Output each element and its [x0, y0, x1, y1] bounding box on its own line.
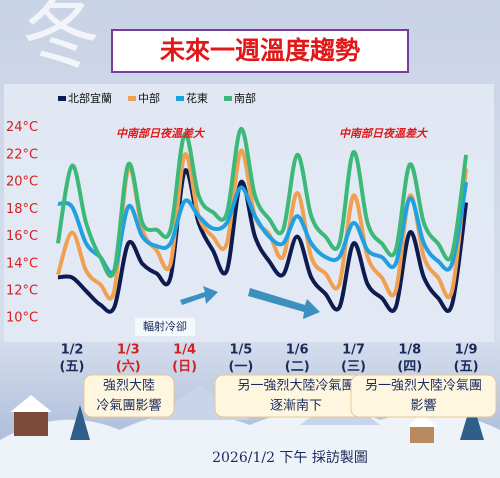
legend-label: 南部: [234, 91, 256, 105]
x-tick-label: 1/6: [286, 343, 309, 358]
weekday-label: (日): [172, 360, 197, 375]
note-text: 逐漸南下: [270, 398, 322, 414]
weekday-label: (一): [228, 360, 253, 375]
x-tick-label: 1/9: [455, 343, 478, 358]
chart-title: 未來一週溫度趨勢: [160, 36, 360, 65]
legend-swatch: [58, 96, 66, 101]
note-text: 強烈大陸: [103, 378, 155, 394]
series-line: [55, 127, 469, 279]
annotation-box: [135, 318, 195, 336]
y-tick-label: 16°C: [6, 229, 38, 244]
note-box: [83, 374, 175, 418]
x-tick-label: 1/7: [342, 343, 365, 358]
y-tick-label: 14°C: [6, 256, 38, 271]
arrow: [180, 286, 218, 305]
note-text: 影響: [410, 398, 436, 414]
weekday-label: (二): [285, 360, 310, 375]
x-tick-label: 1/3: [117, 343, 140, 358]
weekday-label: (五): [454, 360, 479, 375]
y-tick-label: 10°C: [6, 311, 38, 326]
annotation: 中南部日夜溫差大: [339, 127, 429, 140]
house: [14, 410, 48, 436]
house-roof: [10, 395, 52, 412]
y-tick-label: 22°C: [6, 147, 38, 162]
footer: 2026/1/2 下午 採訪製圖: [212, 450, 368, 466]
watermark: 冬: [22, 0, 100, 80]
house: [410, 425, 434, 443]
legend-label: 中部: [138, 91, 160, 105]
y-tick-label: 12°C: [6, 284, 38, 299]
x-tick-label: 1/8: [398, 343, 421, 358]
weekday-label: (六): [116, 359, 141, 375]
annotation: 中南部日夜溫差大: [116, 127, 206, 140]
snow-hills: [0, 408, 500, 478]
annotation: 輻射冷卻: [143, 319, 187, 333]
series-line: [57, 168, 469, 314]
x-tick-label: 1/4: [173, 343, 196, 358]
arrow: [248, 288, 320, 319]
legend-swatch: [224, 96, 232, 101]
weekday-label: (三): [341, 360, 366, 375]
legend-swatch: [176, 96, 184, 101]
x-tick-label: 1/2: [61, 343, 84, 358]
weekday-label: (五): [60, 360, 85, 375]
house-roof: [406, 414, 438, 427]
legend-swatch: [128, 96, 136, 101]
weekday-label: (四): [397, 360, 422, 375]
legend-label: 北部宜蘭: [68, 91, 112, 105]
y-tick-label: 18°C: [6, 202, 38, 217]
y-tick-label: 20°C: [6, 175, 38, 190]
note-box: [350, 374, 497, 418]
legend-label: 花東: [186, 92, 208, 105]
series-line: [57, 181, 469, 275]
x-tick-label: 1/5: [229, 343, 252, 358]
note-text: 另一強烈大陸冷氣團: [237, 378, 354, 394]
note-text: 另一強烈大陸冷氣團: [365, 378, 482, 394]
title-box: [111, 29, 409, 73]
y-tick-label: 24°C: [6, 120, 38, 135]
note-text: 冷氣團影響: [96, 398, 161, 414]
